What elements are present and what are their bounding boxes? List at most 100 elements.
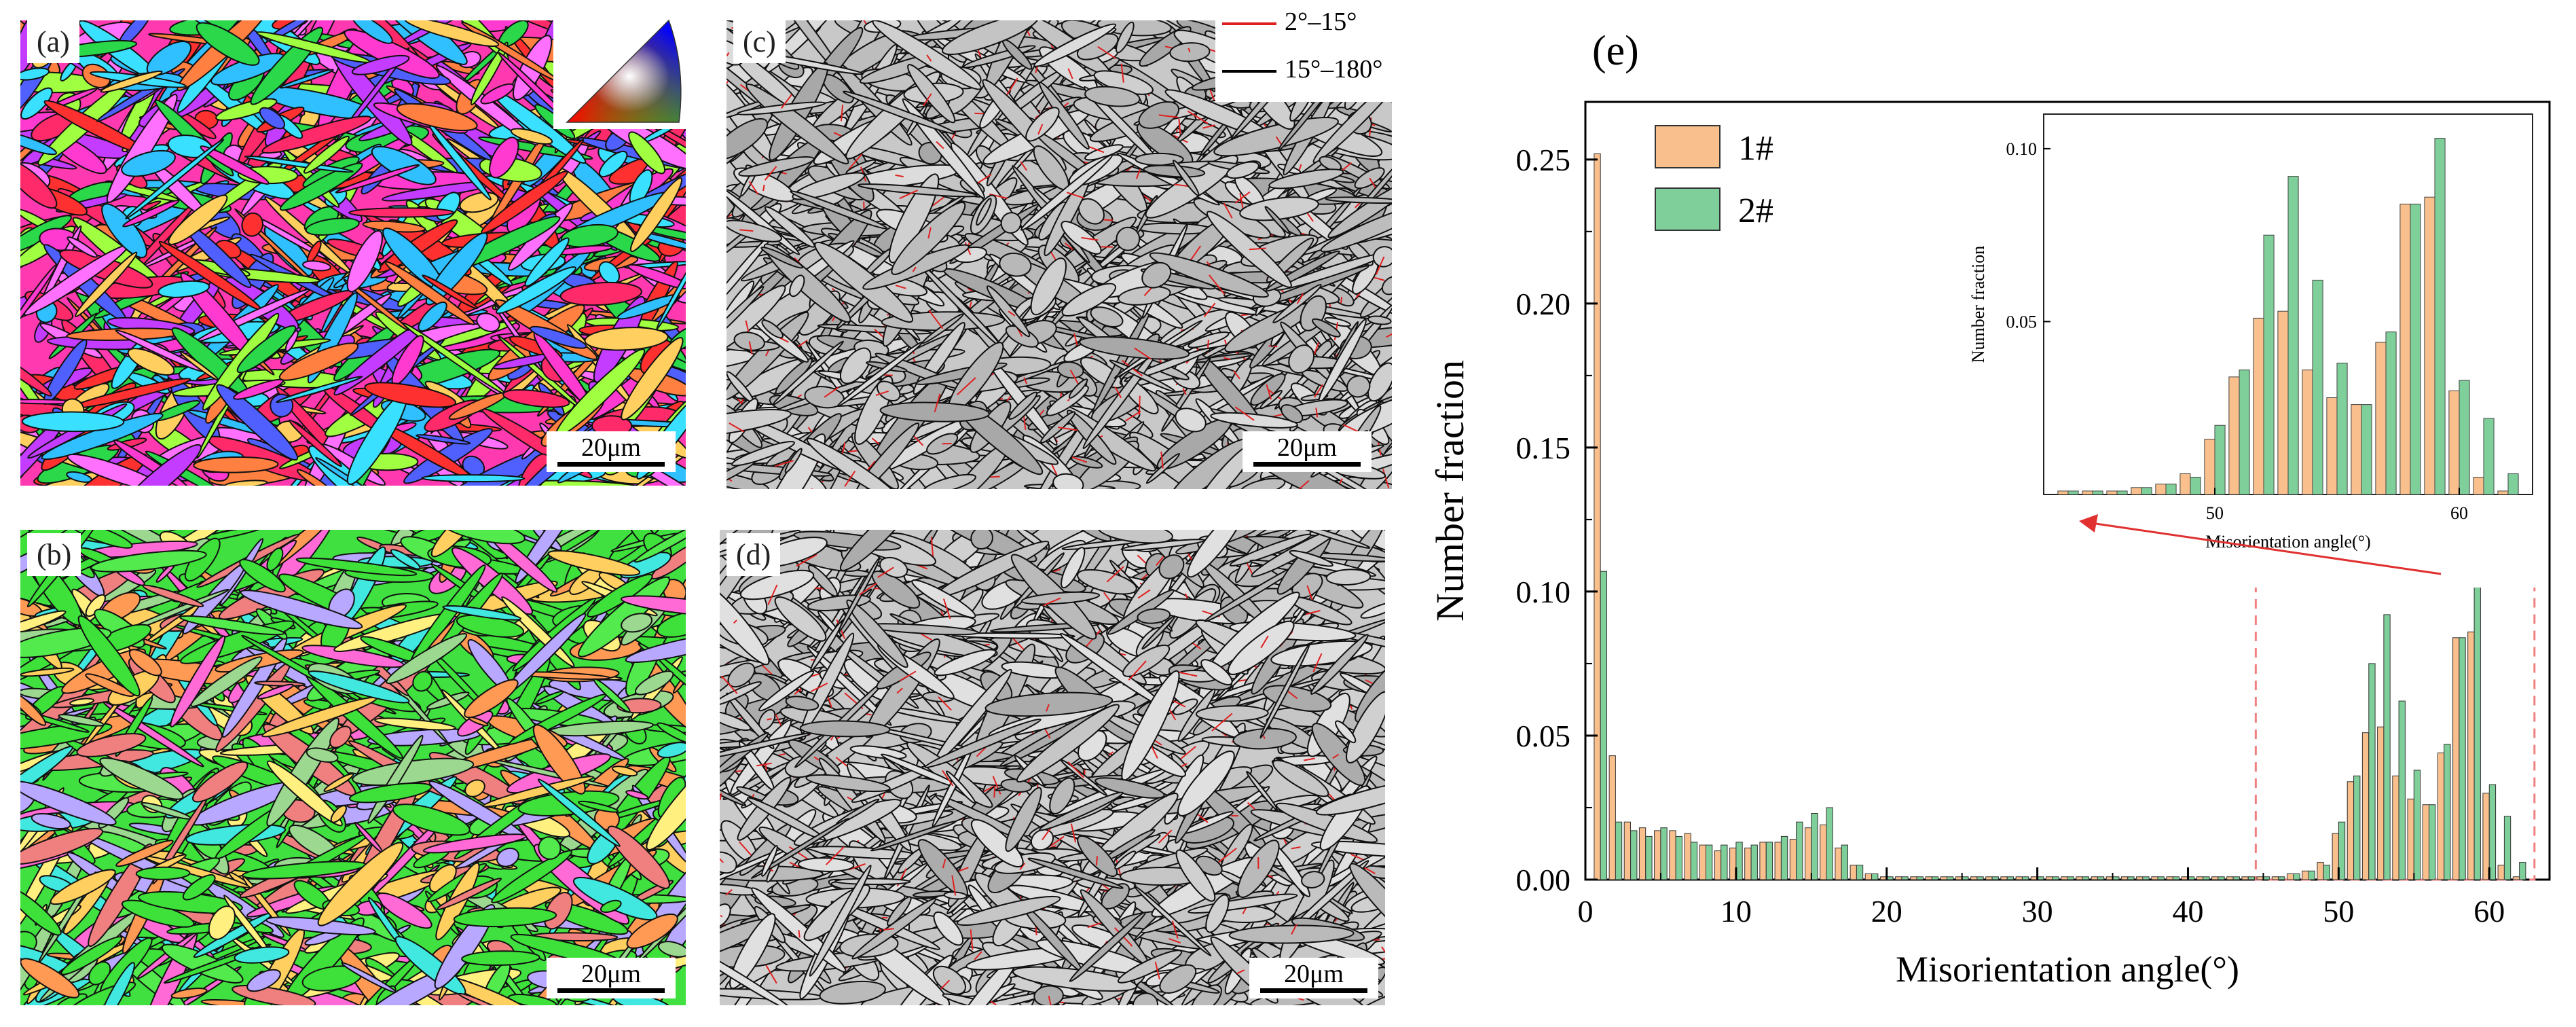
grain [135,866,191,880]
grain [1175,849,1216,902]
bar [2398,700,2406,880]
grain [348,207,455,218]
low-angle-boundary [1045,704,1050,712]
grain [843,90,956,134]
grain [241,212,263,237]
grain [191,761,249,803]
inset-bar [2361,404,2372,495]
grain [607,825,670,889]
bar [1970,876,1978,880]
gb-legend-low-swatch [1222,22,1276,26]
low-angle-boundary [1012,638,1025,651]
low-angle-boundary [1375,256,1385,275]
inset-bar [2106,490,2118,495]
y-tick-label: 0.10 [1516,575,1571,609]
low-angle-boundary [720,793,722,800]
low-angle-boundary [1005,77,1018,97]
low-angle-boundary [1260,635,1269,649]
bar [2429,804,2436,880]
bar [1750,844,1758,880]
bar [2392,775,2399,880]
grain [418,301,447,332]
grain [1262,685,1332,713]
grain [329,725,352,749]
grain [481,170,568,234]
grain [1175,408,1207,433]
grain [341,962,397,994]
low-angle-boundary [1071,456,1088,463]
grain [656,240,686,330]
gb-legend-high-label: 15°–180° [1285,55,1383,84]
bar [1735,842,1743,880]
inset-x-axis-label: Misorientation angle(°) [2205,532,2371,552]
ipf-color-key [553,14,689,129]
grain [731,441,795,467]
low-angle-boundary [875,390,889,397]
grain [888,173,940,264]
ipf-map-b-image [20,530,686,1005]
inset-bar [2312,279,2323,495]
grain [515,530,584,584]
grain [584,327,669,351]
grain [266,717,339,827]
grain [620,595,686,617]
grain [236,325,297,374]
low-angle-boundary [928,309,944,329]
low-angle-boundary [1247,801,1255,810]
grain [436,878,502,910]
low-angle-boundary [1298,480,1310,489]
low-angle-boundary [1050,835,1065,847]
grain [1346,375,1371,398]
inset-bar [2351,404,2362,495]
grain [67,236,98,258]
low-angle-boundary [1143,286,1153,296]
bar [2293,873,2300,880]
inset-bar [2287,176,2299,495]
bar [1856,865,1864,880]
low-angle-boundary [942,598,951,619]
y-axis-label: Number fraction [1428,360,1472,621]
grain [1272,759,1329,797]
grain [1325,569,1372,585]
grain [760,247,804,269]
bar [2211,876,2219,880]
grain [168,194,228,245]
grain [809,865,872,977]
grain [1008,391,1038,420]
grain [578,800,619,813]
grain [259,107,286,130]
low-angle-boundary [1171,920,1179,939]
grain [1137,608,1171,624]
inset-bar [2434,138,2446,495]
low-angle-boundary [765,964,777,984]
bar [2232,876,2240,880]
grain [764,206,815,248]
grain [20,351,52,397]
bar [2136,876,2143,880]
bar [1901,876,1909,880]
scale-bar-a-label: 20μm [581,433,641,462]
grain [374,717,456,731]
scale-bar-b-line [557,988,665,993]
grain [190,656,263,707]
panel-label-b: (b) [27,533,81,576]
inset-bar [2228,376,2240,495]
grain [346,230,383,293]
low-angle-boundary [1066,192,1084,199]
gb-map-d-image [720,530,1385,1005]
grain [404,20,500,48]
grain [629,177,683,253]
grain [872,20,982,90]
bar [2157,876,2165,880]
grain [627,264,686,290]
grain [1205,894,1230,933]
low-angle-boundary [1203,302,1216,317]
gb-map-d [720,530,1385,1005]
grain [746,83,849,164]
low-angle-boundary [1178,671,1198,677]
grain [720,681,762,706]
grain [720,943,794,1005]
bar [1789,839,1797,880]
low-angle-boundary [858,582,877,596]
grain [464,779,485,797]
